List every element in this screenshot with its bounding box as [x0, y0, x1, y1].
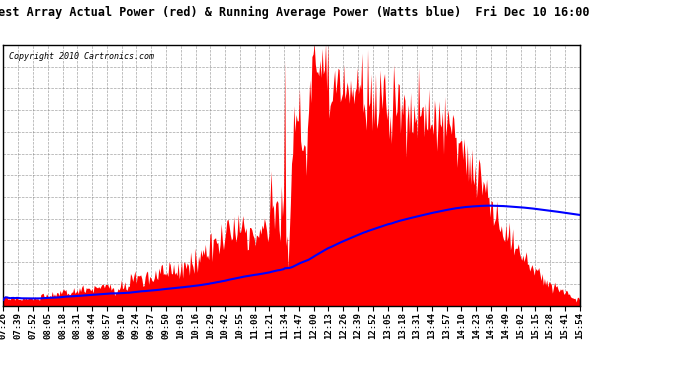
Text: Copyright 2010 Cartronics.com: Copyright 2010 Cartronics.com	[9, 51, 154, 60]
Text: West Array Actual Power (red) & Running Average Power (Watts blue)  Fri Dec 10 1: West Array Actual Power (red) & Running …	[0, 6, 589, 19]
